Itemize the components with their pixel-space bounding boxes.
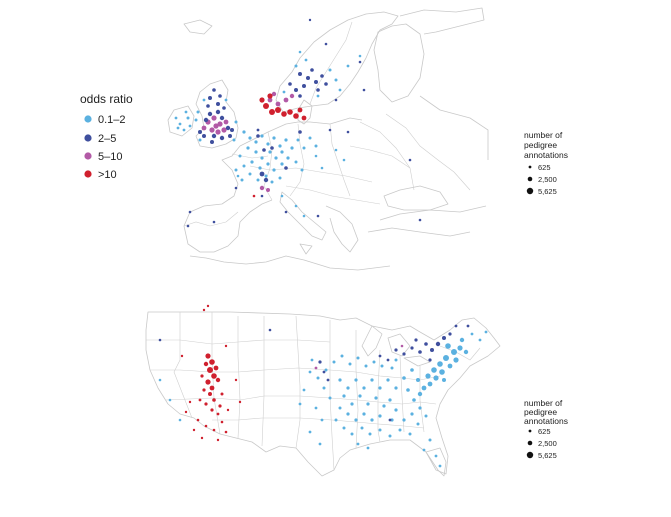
great-britain-outline	[195, 79, 239, 149]
us-size-legend-title-line1: number of	[524, 398, 563, 408]
us-size-legend-title-line2: pedigree	[524, 407, 557, 417]
uk-cluster-dark	[198, 88, 234, 144]
scandinavia-outline	[275, 11, 399, 113]
us-size-legend-label-medium: 2,500	[538, 439, 557, 448]
legend-label-gt-10: >10	[98, 169, 117, 181]
size-legend-dot-small	[528, 165, 532, 169]
denmark-outline	[297, 99, 313, 125]
us-map	[145, 304, 501, 477]
size-legend-title-line1: number of	[524, 130, 563, 140]
finland-outline	[373, 23, 425, 103]
southwest-red-scatter	[180, 304, 242, 442]
northeast-dark-cluster	[158, 324, 470, 422]
europe-outliers-light	[236, 148, 346, 218]
sweden-cluster-dark	[288, 68, 328, 98]
europe-outliers-dark	[186, 18, 422, 228]
legend-swatch-2-5	[84, 134, 92, 142]
us-size-legend-label-large: 5,625	[538, 451, 557, 460]
size-legend-title-line3: annotations	[524, 150, 568, 160]
size-legend-label-large: 5,625	[538, 187, 557, 196]
us-size-legend-dot-medium	[527, 440, 533, 446]
us-size-legend-dot-small	[528, 429, 532, 433]
uk-cluster-light	[174, 98, 238, 142]
europe-data-points	[174, 18, 422, 228]
odds-ratio-legend: odds ratio 0.1–2 2–5 5–10 >10	[80, 92, 133, 181]
us-size-legend-dot-large	[526, 451, 534, 459]
size-legend-title-line2: pedigree	[524, 140, 557, 150]
size-legend-dot-large	[526, 187, 534, 195]
utah-cluster-red	[198, 353, 224, 416]
size-legend-dot-medium	[527, 176, 533, 182]
italy-outline	[279, 191, 327, 241]
us-size-legend: number of pedigree annotations 625 2,500…	[524, 398, 568, 460]
us-outline	[145, 311, 501, 477]
denmark-cluster-red	[259, 93, 307, 121]
europe-outliers-red	[252, 194, 256, 198]
europe-map	[167, 7, 489, 271]
legend-swatch-gt-10	[84, 170, 92, 178]
europe-size-legend: number of pedigree annotations 625 2,500…	[524, 130, 568, 196]
state-borders	[146, 312, 481, 471]
north-africa-coast	[189, 255, 391, 271]
legend-label-0-1-2: 0.1–2	[98, 114, 126, 126]
central-europe-light	[234, 130, 318, 184]
east-us-light-cluster	[158, 330, 488, 468]
ireland-outline	[167, 105, 195, 137]
size-legend-label-small: 625	[538, 163, 551, 172]
us-purple-scatter	[314, 344, 404, 370]
us-size-legend-label-small: 625	[538, 427, 551, 436]
us-data-points	[158, 304, 488, 468]
sweden-cluster-purple	[267, 91, 295, 107]
us-size-legend-title-line3: annotations	[524, 416, 568, 426]
scandinavia-light	[282, 50, 362, 98]
central-europe-dark	[256, 130, 302, 183]
uk-cluster-purple	[201, 115, 229, 135]
switzerland-purple	[259, 185, 270, 192]
legend-swatch-5-10	[84, 152, 92, 160]
legend-label-5-10: 5–10	[98, 151, 122, 163]
legend-title: odds ratio	[80, 92, 133, 106]
legend-label-2-5: 2–5	[98, 133, 116, 145]
size-legend-label-medium: 2,500	[538, 175, 557, 184]
legend-swatch-0-1-2	[84, 115, 92, 123]
